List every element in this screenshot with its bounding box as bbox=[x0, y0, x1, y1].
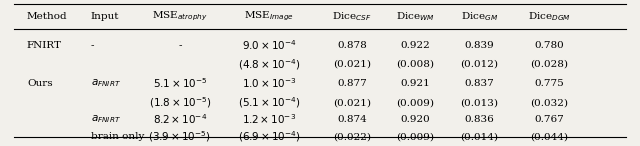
Text: 0.921: 0.921 bbox=[401, 79, 431, 88]
Text: $(6.9 \times 10^{-4})$: $(6.9 \times 10^{-4})$ bbox=[237, 130, 300, 144]
Text: -: - bbox=[178, 41, 182, 50]
Text: 0.874: 0.874 bbox=[337, 115, 367, 124]
Text: MSE$_{atrophy}$: MSE$_{atrophy}$ bbox=[152, 10, 207, 23]
Text: Dice$_{WM}$: Dice$_{WM}$ bbox=[396, 10, 435, 23]
Text: (0.012): (0.012) bbox=[460, 60, 499, 69]
Text: FNIRT: FNIRT bbox=[27, 41, 62, 50]
Text: 0.922: 0.922 bbox=[401, 41, 431, 50]
Text: (0.008): (0.008) bbox=[397, 60, 435, 69]
Text: Dice$_{DGM}$: Dice$_{DGM}$ bbox=[528, 10, 571, 23]
Text: brain only: brain only bbox=[91, 132, 144, 141]
Text: 0.837: 0.837 bbox=[465, 79, 494, 88]
Text: $(5.1 \times 10^{-4})$: $(5.1 \times 10^{-4})$ bbox=[237, 95, 300, 110]
Text: MSE$_{Image}$: MSE$_{Image}$ bbox=[244, 10, 294, 23]
Text: $a_{FNIRT}$: $a_{FNIRT}$ bbox=[91, 113, 121, 125]
Text: $8.2 \times 10^{-4}$: $8.2 \times 10^{-4}$ bbox=[153, 112, 207, 126]
Text: 0.839: 0.839 bbox=[465, 41, 494, 50]
Text: $a_{FNIRT}$: $a_{FNIRT}$ bbox=[91, 78, 121, 89]
Text: (0.009): (0.009) bbox=[397, 98, 435, 107]
Text: Method: Method bbox=[27, 12, 67, 21]
Text: $(4.8 \times 10^{-4})$: $(4.8 \times 10^{-4})$ bbox=[238, 57, 300, 72]
Text: 0.877: 0.877 bbox=[337, 79, 367, 88]
Text: 0.780: 0.780 bbox=[534, 41, 564, 50]
Text: 0.878: 0.878 bbox=[337, 41, 367, 50]
Text: (0.014): (0.014) bbox=[460, 132, 499, 141]
Text: Dice$_{GM}$: Dice$_{GM}$ bbox=[461, 10, 498, 23]
Text: (0.021): (0.021) bbox=[333, 98, 371, 107]
Text: (0.013): (0.013) bbox=[460, 98, 499, 107]
Text: (0.021): (0.021) bbox=[333, 60, 371, 69]
Text: $(1.8 \times 10^{-5})$: $(1.8 \times 10^{-5})$ bbox=[148, 95, 211, 110]
Text: $(3.9 \times 10^{-5})$: $(3.9 \times 10^{-5})$ bbox=[148, 130, 211, 144]
Text: -: - bbox=[91, 41, 94, 50]
Text: 0.767: 0.767 bbox=[534, 115, 564, 124]
Text: $5.1 \times 10^{-5}$: $5.1 \times 10^{-5}$ bbox=[152, 77, 207, 91]
Text: 0.920: 0.920 bbox=[401, 115, 431, 124]
Text: (0.032): (0.032) bbox=[531, 98, 568, 107]
Text: Input: Input bbox=[91, 12, 119, 21]
Text: Dice$_{CSF}$: Dice$_{CSF}$ bbox=[332, 10, 372, 23]
Text: Ours: Ours bbox=[27, 79, 52, 88]
Text: (0.044): (0.044) bbox=[531, 132, 568, 141]
Text: (0.028): (0.028) bbox=[531, 60, 568, 69]
Text: (0.009): (0.009) bbox=[397, 132, 435, 141]
Text: $9.0 \times 10^{-4}$: $9.0 \times 10^{-4}$ bbox=[242, 38, 296, 52]
Text: (0.022): (0.022) bbox=[333, 132, 371, 141]
Text: $1.2 \times 10^{-3}$: $1.2 \times 10^{-3}$ bbox=[242, 112, 296, 126]
Text: 0.836: 0.836 bbox=[465, 115, 494, 124]
Text: $1.0 \times 10^{-3}$: $1.0 \times 10^{-3}$ bbox=[242, 77, 296, 91]
Text: 0.775: 0.775 bbox=[534, 79, 564, 88]
